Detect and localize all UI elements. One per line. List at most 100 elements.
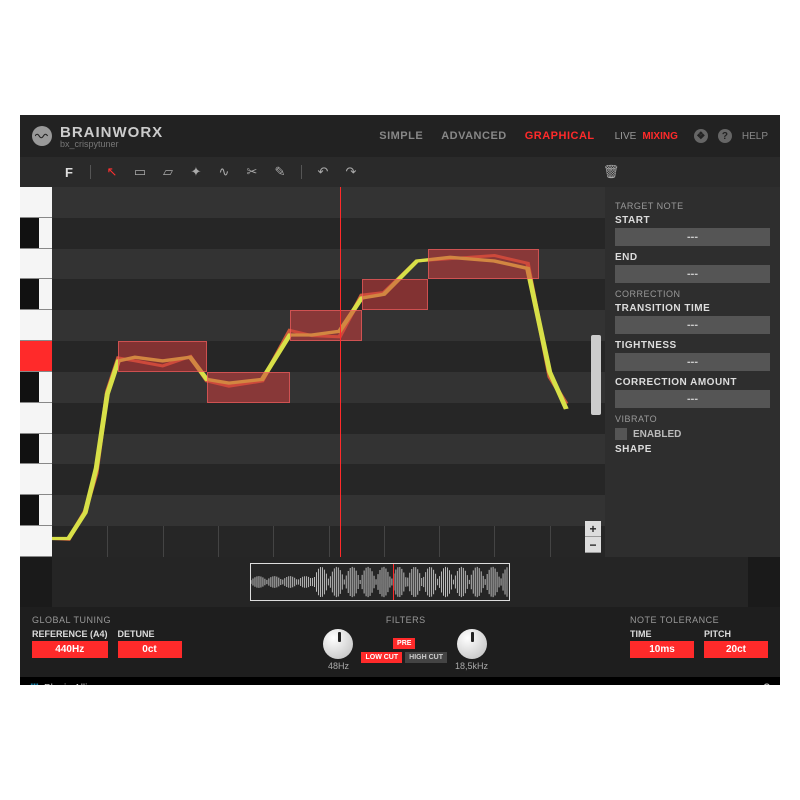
reference-value[interactable]: 440Hz xyxy=(32,641,108,658)
help-label[interactable]: HELP xyxy=(742,131,768,142)
piano-key[interactable] xyxy=(20,218,52,249)
pitch-editor[interactable]: + − xyxy=(52,187,605,557)
footer-bar: ||||| Plugin Alliance ⊶ ? xyxy=(20,677,780,685)
checkbox-icon xyxy=(615,428,627,440)
rect-tool-icon[interactable]: ▭ xyxy=(131,163,149,181)
note-block[interactable] xyxy=(428,249,539,280)
plugin-alliance-icon: ||||| xyxy=(30,683,38,686)
piano-key[interactable] xyxy=(20,464,52,495)
target-note-title: TARGET NOTE xyxy=(615,201,770,211)
end-label: END xyxy=(615,252,770,263)
global-tuning-section: GLOBAL TUNING REFERENCE (A4) 440Hz DETUN… xyxy=(32,615,182,658)
piano-key[interactable] xyxy=(20,526,52,557)
highcut-value: 18,5kHz xyxy=(455,661,488,671)
pitch-value[interactable]: 20ct xyxy=(704,641,768,658)
vertical-scrollbar[interactable] xyxy=(591,335,601,415)
help-group: ❖ ? HELP xyxy=(694,129,768,143)
note-block[interactable] xyxy=(207,372,290,403)
transition-label: TRANSITION TIME xyxy=(615,303,770,314)
lowcut-knob[interactable] xyxy=(323,629,353,659)
vibrato-title: VIBRATO xyxy=(615,414,770,424)
filters-title: FILTERS xyxy=(386,615,426,625)
redo-icon[interactable]: ↷ xyxy=(342,163,360,181)
piano-roll-keys[interactable] xyxy=(20,187,52,557)
note-block[interactable] xyxy=(118,341,206,372)
status-mixing[interactable]: MIXING xyxy=(642,131,678,142)
header-bar: BRAINWORX bx_crispytuner SIMPLE ADVANCED… xyxy=(20,115,780,157)
tolerance-title: NOTE TOLERANCE xyxy=(630,615,768,625)
cut-tool-icon[interactable]: ✂ xyxy=(243,163,261,181)
side-panel: TARGET NOTE START --- END --- CORRECTION… xyxy=(605,187,780,557)
note-block[interactable] xyxy=(290,310,362,341)
toolbar-separator xyxy=(301,165,302,179)
highcut-button[interactable]: HIGH CUT xyxy=(405,652,447,663)
pitch-label: PITCH xyxy=(704,629,768,639)
plugin-window: BRAINWORX bx_crispytuner SIMPLE ADVANCED… xyxy=(20,115,780,685)
piano-key[interactable] xyxy=(20,372,52,403)
tab-graphical[interactable]: GRAPHICAL xyxy=(525,130,595,142)
shape-label: SHAPE xyxy=(615,444,770,455)
settings-icon[interactable]: ❖ xyxy=(694,129,708,143)
skew-tool-icon[interactable]: ▱ xyxy=(159,163,177,181)
enabled-label: ENABLED xyxy=(633,429,681,440)
start-value[interactable]: --- xyxy=(615,228,770,246)
curve-tool-icon[interactable]: ∿ xyxy=(215,163,233,181)
waveform-playhead xyxy=(393,564,394,600)
mode-tabs: SIMPLE ADVANCED GRAPHICAL xyxy=(379,130,594,142)
waveform-minimap[interactable] xyxy=(52,557,748,607)
waveform-icon xyxy=(251,564,509,600)
lowcut-button[interactable]: LOW CUT xyxy=(361,652,402,663)
detune-value[interactable]: 0ct xyxy=(118,641,182,658)
editor-area: + − TARGET NOTE START --- END --- CORREC… xyxy=(20,187,780,557)
zoom-in-button[interactable]: + xyxy=(585,521,601,537)
trash-icon[interactable]: 🗑 xyxy=(602,163,620,181)
editor-toolbar: F ↖ ▭ ▱ ✦ ∿ ✂ ✎ ↶ ↷ 🗑 xyxy=(20,157,780,187)
highcut-knob[interactable] xyxy=(457,629,487,659)
note-tolerance-section: NOTE TOLERANCE TIME 10ms PITCH 20ct xyxy=(630,615,768,658)
amount-value[interactable]: --- xyxy=(615,390,770,408)
piano-key[interactable] xyxy=(20,279,52,310)
key-icon[interactable]: ⊶ xyxy=(741,681,753,685)
piano-key[interactable] xyxy=(20,495,52,526)
tab-advanced[interactable]: ADVANCED xyxy=(441,130,507,142)
tightness-label: TIGHTNESS xyxy=(615,340,770,351)
zoom-controls: + − xyxy=(585,521,601,553)
playhead[interactable] xyxy=(340,187,341,557)
end-value[interactable]: --- xyxy=(615,265,770,283)
global-tuning-title: GLOBAL TUNING xyxy=(32,615,182,625)
lowcut-value: 48Hz xyxy=(328,661,349,671)
waveform-viewport[interactable] xyxy=(250,563,510,601)
piano-key[interactable] xyxy=(20,310,52,341)
tab-simple[interactable]: SIMPLE xyxy=(379,130,423,142)
pointer-tool-icon[interactable]: ↖ xyxy=(103,163,121,181)
amount-label: CORRECTION AMOUNT xyxy=(615,377,770,388)
piano-key[interactable] xyxy=(20,434,52,465)
piano-key[interactable] xyxy=(20,341,52,372)
reference-label: REFERENCE (A4) xyxy=(32,629,108,639)
vibrato-enabled-checkbox[interactable]: ENABLED xyxy=(615,428,770,440)
piano-key[interactable] xyxy=(20,403,52,434)
split-tool-icon[interactable]: ✦ xyxy=(187,163,205,181)
plugin-alliance-label[interactable]: Plugin Alliance xyxy=(44,683,109,686)
tightness-value[interactable]: --- xyxy=(615,353,770,371)
time-value[interactable]: 10ms xyxy=(630,641,694,658)
status-live[interactable]: LIVE xyxy=(615,131,637,142)
current-note-label: F xyxy=(60,163,78,181)
time-label: TIME xyxy=(630,629,694,639)
help-icon[interactable]: ? xyxy=(718,129,732,143)
pre-button[interactable]: PRE xyxy=(393,638,415,649)
zoom-out-button[interactable]: − xyxy=(585,537,601,553)
transition-value[interactable]: --- xyxy=(615,316,770,334)
eraser-tool-icon[interactable]: ✎ xyxy=(271,163,289,181)
piano-key[interactable] xyxy=(20,249,52,280)
detune-label: DETUNE xyxy=(118,629,182,639)
brand-text: BRAINWORX bx_crispytuner xyxy=(60,124,163,149)
footer-help-icon[interactable]: ? xyxy=(763,681,770,685)
toolbar-separator xyxy=(90,165,91,179)
note-block[interactable] xyxy=(362,279,428,310)
piano-key[interactable] xyxy=(20,187,52,218)
product-name: bx_crispytuner xyxy=(60,139,163,149)
bottom-controls: GLOBAL TUNING REFERENCE (A4) 440Hz DETUN… xyxy=(20,607,780,677)
undo-icon[interactable]: ↶ xyxy=(314,163,332,181)
filters-section: FILTERS 48Hz PRE LOW CUT HIGH CUT 18,5kH… xyxy=(323,615,488,671)
